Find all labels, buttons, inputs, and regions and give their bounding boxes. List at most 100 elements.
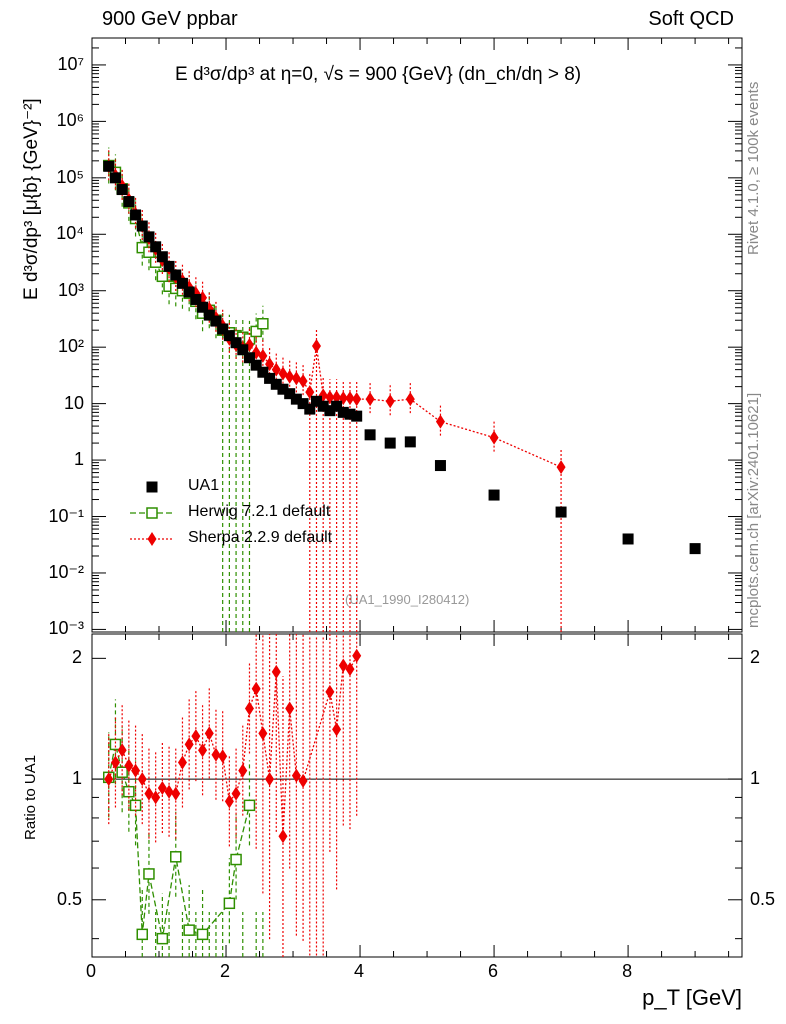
ua1-point (243, 352, 255, 364)
sherpa-ratio-point (345, 662, 355, 677)
ua1-point (384, 437, 396, 449)
sherpa-ratio-point (104, 772, 114, 787)
sherpa-ratio-point (352, 648, 362, 663)
sherpa-point (325, 390, 335, 405)
herwig-ratio-point (109, 738, 122, 751)
y-tick-label-top: 10⁵ (56, 166, 84, 187)
herwig-ratio-line (108, 744, 251, 939)
ua1-point (297, 398, 309, 410)
ua1-point (324, 405, 336, 417)
legend-label: Sherpa 2.2.9 default (188, 529, 333, 546)
sherpa-point (285, 369, 295, 384)
sherpa-ratio-point (204, 726, 214, 741)
herwig-ratio-point (196, 928, 209, 941)
y-tick-label-top: 10⁷ (57, 53, 84, 74)
ua1-point (136, 220, 148, 232)
sherpa-ratio-point (285, 701, 295, 716)
ua1-point (170, 269, 182, 281)
ua1-point (156, 251, 168, 263)
y-tick-label-top: 10 (63, 392, 84, 413)
ua1-point (217, 323, 229, 335)
legend-label: UA1 (188, 477, 220, 494)
y-tick-label-bottom-right: 2 (750, 647, 761, 668)
ua1-point (290, 393, 302, 405)
sherpa-point (278, 366, 288, 381)
sherpa-line (108, 165, 562, 468)
y-tick-label-top: 10⁴ (56, 223, 84, 244)
sherpa-point (385, 394, 395, 409)
ua1-point (143, 231, 155, 243)
ua1-point (304, 403, 316, 415)
sherpa-ratio-point (164, 784, 174, 799)
top-panel-data (103, 147, 701, 632)
y-tick-label-top: 10³ (57, 279, 84, 300)
ua1-point (317, 400, 329, 412)
sherpa-ratio-point (191, 729, 201, 744)
legend-marker (146, 507, 158, 519)
sherpa-point (435, 414, 445, 429)
ua1-point (190, 293, 202, 305)
sherpa-ratio-point (177, 755, 187, 770)
ua1-point (277, 383, 289, 395)
ua1-point (197, 301, 209, 313)
sherpa-point (298, 374, 308, 389)
herwig-ratio-point (123, 785, 135, 798)
sherpa-ratio-point (218, 749, 228, 764)
sherpa-point (365, 392, 375, 407)
legend-label: Herwig 7.2.1 default (188, 503, 331, 520)
x-tick-label: 8 (622, 961, 633, 981)
sherpa-point (345, 391, 355, 406)
top-panel-frame (91, 37, 743, 633)
y-tick-label-bottom-right: 0.5 (750, 888, 776, 909)
bottom-panel-data (103, 634, 362, 957)
ua1-point (404, 436, 416, 448)
ua1-point (351, 410, 363, 422)
herwig-ratio-point (136, 928, 149, 941)
ua1-point (250, 359, 262, 371)
herwig-ratio-point (183, 924, 195, 936)
ua1-point (237, 344, 249, 356)
herwig-line (108, 165, 264, 340)
sherpa-ratio-point (325, 684, 335, 699)
herwig-ratio-point (143, 868, 155, 880)
herwig-ratio-point (170, 851, 182, 863)
sherpa-ratio-point (298, 773, 308, 788)
ua1-point (230, 337, 242, 349)
sherpa-ratio-point (184, 737, 194, 752)
x-axis-label: p_T [GeV] (642, 985, 742, 1010)
sherpa-ratio-point (131, 763, 141, 778)
sherpa-ratio-point (265, 772, 275, 787)
ua1-point (109, 172, 121, 184)
sherpa-ratio-point (117, 743, 127, 758)
sherpa-ratio-point (157, 780, 167, 795)
sherpa-ratio-line (108, 655, 358, 837)
sherpa-point (405, 392, 415, 407)
sherpa-ratio-point (211, 747, 221, 762)
ua1-point (364, 429, 376, 441)
sherpa-ratio-point (110, 755, 120, 770)
y-tick-label-top: 10² (57, 336, 84, 357)
sherpa-point (311, 338, 321, 353)
sherpa-ratio-point (258, 726, 268, 741)
ua1-point (337, 406, 349, 418)
y-tick-label-top: 10⁻² (48, 561, 84, 582)
y-tick-label-top: 10⁻³ (48, 618, 84, 639)
ua1-point (622, 533, 634, 545)
ua1-point (257, 366, 269, 378)
sherpa-ratio-point (124, 758, 134, 773)
sherpa-ratio-point (151, 790, 161, 805)
herwig-ratio-point (116, 766, 128, 778)
y-tick-label-top: 1 (73, 449, 84, 470)
ua1-point (284, 388, 296, 400)
ua1-point (116, 184, 128, 196)
herwig-point (250, 325, 262, 338)
ua1-point (176, 277, 188, 289)
y-tick-label-bottom: 1 (71, 768, 82, 789)
bottom-panel-frame (91, 633, 743, 958)
ua1-point (223, 330, 235, 342)
y-tick-label-bottom: 0.5 (56, 888, 82, 909)
herwig-point (257, 318, 269, 330)
sherpa-ratio-point (251, 681, 261, 696)
ua1-point (150, 241, 162, 253)
sherpa-point (332, 390, 342, 405)
